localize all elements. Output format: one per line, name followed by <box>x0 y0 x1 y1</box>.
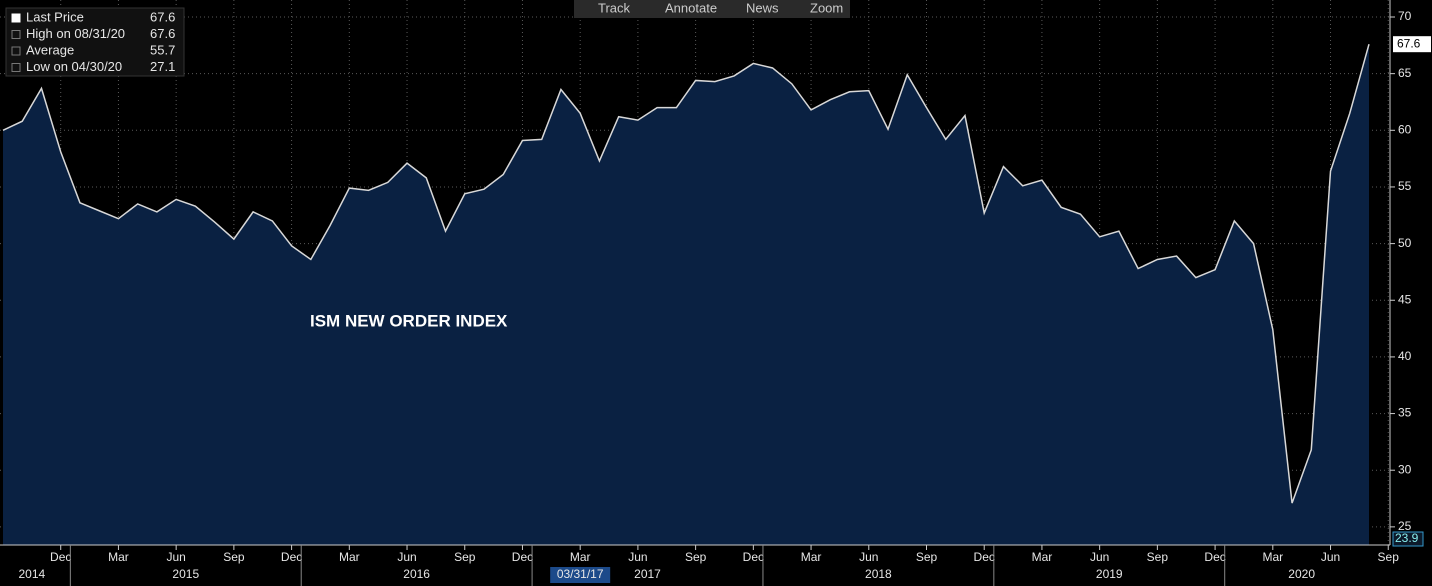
x-tick-label: Jun <box>628 550 647 564</box>
year-label: 2014 <box>19 567 46 581</box>
x-tick-label: Dec <box>512 550 533 564</box>
legend-label: High on 08/31/20 <box>26 26 125 41</box>
toolbar-button[interactable]: Annotate <box>665 0 717 15</box>
legend-value: 27.1 <box>150 59 175 74</box>
x-tick-label: Jun <box>1321 550 1340 564</box>
axis-bottom-tag <box>1392 531 1424 547</box>
y-tick-label: 60 <box>1398 122 1412 136</box>
area <box>3 44 1369 546</box>
y-tick-label: 40 <box>1398 349 1412 363</box>
x-tick-label: Mar <box>1032 550 1053 564</box>
y-tick-label: 50 <box>1398 236 1412 250</box>
x-tick-label: Dec <box>1204 550 1225 564</box>
x-tick-label: Sep <box>223 550 245 564</box>
toolbar-button[interactable]: News <box>746 0 779 15</box>
x-tick-label: Sep <box>1378 550 1400 564</box>
x-tick-label: Sep <box>916 550 938 564</box>
legend-value: 67.6 <box>150 9 175 24</box>
x-tick-label: Jun <box>166 550 185 564</box>
x-tick-label: Mar <box>108 550 129 564</box>
y-tick-label: 65 <box>1398 66 1412 80</box>
year-label: 2018 <box>865 567 892 581</box>
legend-label: Average <box>26 42 74 57</box>
year-label: 2019 <box>1096 567 1123 581</box>
toolbar-button[interactable]: Track <box>598 0 631 15</box>
year-label: 2020 <box>1288 567 1315 581</box>
x-tick-label: Dec <box>743 550 764 564</box>
axis-bottom-label: 23.9 <box>1395 531 1419 545</box>
x-tick-label: Jun <box>397 550 416 564</box>
y-tick-label: 70 <box>1398 9 1412 23</box>
x-tick-label: Mar <box>801 550 822 564</box>
last-value-tag <box>1393 36 1431 53</box>
plot <box>0 0 1390 546</box>
year-label: 2016 <box>403 567 430 581</box>
legend-marker <box>11 30 21 39</box>
legend-value: 55.7 <box>150 42 175 57</box>
x-tick-label: Dec <box>281 550 302 564</box>
crosshair-date-tag <box>550 567 611 583</box>
x-tick-label: Sep <box>454 550 476 564</box>
legend-box <box>5 7 185 77</box>
x-tick-label: Dec <box>50 550 71 564</box>
y-tick-label: 55 <box>1398 179 1412 193</box>
toolbar-button[interactable]: Zoom <box>810 0 843 15</box>
x-tick-label: Dec <box>974 550 995 564</box>
legend-label: Last Price <box>26 9 84 24</box>
toolbar <box>574 0 850 18</box>
legend-value: 67.6 <box>150 26 175 41</box>
legend-marker <box>11 13 21 23</box>
legend-label: Low on 04/30/20 <box>26 59 122 74</box>
y-tick-label: 25 <box>1398 519 1412 533</box>
x-tick-label: Jun <box>1090 550 1109 564</box>
x-tick-label: Jun <box>859 550 878 564</box>
y-tick-label: 45 <box>1398 292 1412 306</box>
year-label: 2015 <box>172 567 199 581</box>
chart-annotation: ISM NEW ORDER INDEX <box>310 311 508 330</box>
crosshair-date: 03/31/17 <box>557 567 604 581</box>
y-tick-label: 30 <box>1398 462 1412 476</box>
last-value-label: 67.6 <box>1397 36 1421 50</box>
line <box>2 43 1370 504</box>
legend-marker <box>11 46 21 56</box>
x-tick-label: Mar <box>570 550 591 564</box>
year-label: 2017 <box>634 567 661 581</box>
x-tick-label: Sep <box>685 550 707 564</box>
legend-marker <box>11 63 21 72</box>
x-tick-label: Sep <box>1147 550 1169 564</box>
y-tick-label: 35 <box>1398 406 1412 420</box>
x-tick-label: Mar <box>1262 550 1283 564</box>
x-tick-label: Mar <box>339 550 360 564</box>
